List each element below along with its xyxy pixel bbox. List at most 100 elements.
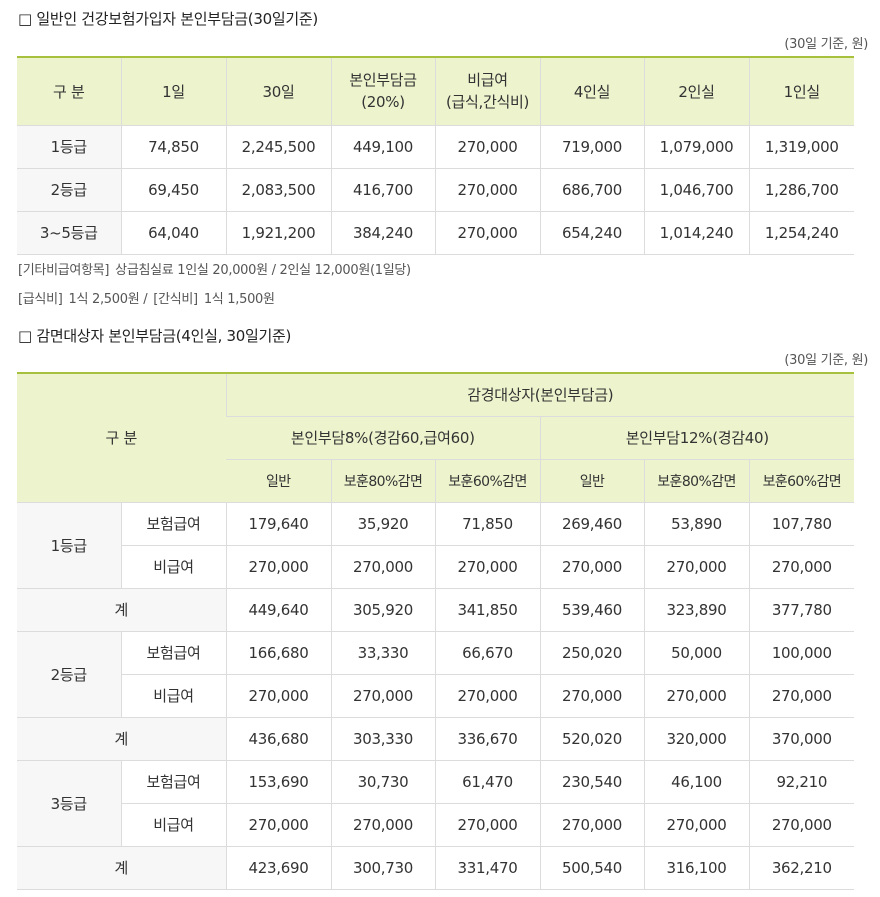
header-col: 보훈60%감면 bbox=[434, 459, 540, 503]
table-cell: 166,680 bbox=[225, 631, 331, 675]
table-cell: 270,000 bbox=[539, 803, 644, 847]
table-cell: 153,690 bbox=[225, 760, 331, 804]
row-sub-label: 보험급여 bbox=[120, 760, 226, 804]
table-cell: 270,000 bbox=[434, 125, 540, 169]
table-cell: 2,083,500 bbox=[225, 168, 331, 212]
table-cell: 69,450 bbox=[120, 168, 226, 212]
table-cell: 377,780 bbox=[748, 588, 855, 632]
table-cell: 270,000 bbox=[748, 545, 855, 589]
header-col: 보훈60%감면 bbox=[748, 459, 855, 503]
section2-heading: □ 감면대상자 본인부담금(4인실, 30일기준) bbox=[18, 327, 292, 345]
table-cell: 1,319,000 bbox=[748, 125, 854, 169]
table-cell: 61,470 bbox=[434, 760, 540, 804]
table-cell: 2,245,500 bbox=[225, 125, 331, 169]
table-cell: 270,000 bbox=[434, 674, 540, 718]
table-cell: 270,000 bbox=[330, 545, 435, 589]
table-header-row: 구 분 1일 30일 본인부담금 (20%) 비급여 (급식,간식비) 4인실 … bbox=[17, 57, 854, 126]
table-cell: 100,000 bbox=[748, 631, 855, 675]
note-text: 상급침실료 1인실 20,000원 / 2인실 12,000원(1일당) bbox=[115, 263, 411, 278]
header-1bed: 1인실 bbox=[748, 57, 854, 126]
table-cell: 270,000 bbox=[330, 803, 435, 847]
table-cell: 71,850 bbox=[434, 502, 540, 546]
header-copay: 본인부담금 (20%) bbox=[330, 57, 435, 126]
table-cell: 336,670 bbox=[434, 717, 540, 761]
table-cell: 1,046,700 bbox=[643, 168, 749, 212]
table-cell: 64,040 bbox=[120, 211, 226, 255]
note-text: 1식 2,500원 / bbox=[68, 292, 148, 307]
table-cell: 270,000 bbox=[434, 211, 540, 255]
header-copay-8: 본인부담8%(경감60,급여60) bbox=[226, 416, 540, 460]
table-cell: 500,540 bbox=[539, 846, 644, 890]
table-cell: 520,020 bbox=[539, 717, 644, 761]
section1-heading: □ 일반인 건강보험가입자 본인부담금(30일기준) bbox=[18, 10, 318, 28]
row-sub-label: 보험급여 bbox=[120, 502, 226, 546]
header-category: 구 분 bbox=[17, 373, 226, 503]
table-cell: 300,730 bbox=[330, 846, 435, 890]
grade-label: 3등급 bbox=[17, 760, 121, 847]
total-label: 계 bbox=[17, 717, 226, 761]
table-row: 2등급 보험급여 166,680 33,330 66,670 250,020 5… bbox=[17, 631, 855, 718]
table-cell: 449,100 bbox=[330, 125, 435, 169]
table-row: 2등급 69,450 2,083,500 416,700 270,000 686… bbox=[17, 168, 854, 212]
reduced-copay-table: 구 분 감경대상자(본인부담금) 본인부담8%(경감60,급여60) 본인부담1… bbox=[17, 372, 855, 890]
table-cell: 270,000 bbox=[434, 168, 540, 212]
table-cell: 416,700 bbox=[330, 168, 435, 212]
table-cell: 270,000 bbox=[434, 803, 540, 847]
table-cell: 654,240 bbox=[539, 211, 644, 255]
note-label: [기타비급여항목] bbox=[18, 263, 110, 278]
table-cell: 449,640 bbox=[225, 588, 331, 632]
table-row: 비급여 270,000 270,000 270,000 270,000 270,… bbox=[17, 803, 855, 847]
table-cell: 303,330 bbox=[330, 717, 435, 761]
table-cell: 270,000 bbox=[748, 803, 855, 847]
table-cell: 423,690 bbox=[225, 846, 331, 890]
header-noncovered: 비급여 (급식,간식비) bbox=[434, 57, 540, 126]
header-30day: 30일 bbox=[225, 57, 331, 126]
table-total-row: 계 423,690 300,730 331,470 500,540 316,10… bbox=[17, 846, 855, 890]
row-sub-label: 비급여 bbox=[120, 674, 226, 718]
table-cell: 270,000 bbox=[643, 803, 749, 847]
table-cell: 74,850 bbox=[120, 125, 226, 169]
table-cell: 323,890 bbox=[643, 588, 749, 632]
table-cell: 1,286,700 bbox=[748, 168, 854, 212]
table-cell: 305,920 bbox=[330, 588, 435, 632]
grade-label: 1등급 bbox=[17, 502, 121, 589]
total-label: 계 bbox=[17, 588, 226, 632]
note-text: 1식 1,500원 bbox=[203, 292, 275, 307]
table-cell: 270,000 bbox=[330, 674, 435, 718]
table-cell: 230,540 bbox=[539, 760, 644, 804]
header-copay-12: 본인부담12%(경감40) bbox=[539, 416, 855, 460]
section1-unit-label: (30일 기준, 원) bbox=[784, 37, 868, 52]
row-label: 1등급 bbox=[17, 125, 121, 169]
table-cell: 30,730 bbox=[330, 760, 435, 804]
general-copay-table: 구 분 1일 30일 본인부담금 (20%) 비급여 (급식,간식비) 4인실 … bbox=[17, 56, 854, 255]
table-row: 비급여 270,000 270,000 270,000 270,000 270,… bbox=[17, 674, 855, 718]
table-header-row: 본인부담8%(경감60,급여60) 본인부담12%(경감40) bbox=[17, 416, 855, 460]
row-label: 2등급 bbox=[17, 168, 121, 212]
table-cell: 107,780 bbox=[748, 502, 855, 546]
table-total-row: 계 449,640 305,920 341,850 539,460 323,89… bbox=[17, 588, 855, 632]
table-cell: 316,100 bbox=[643, 846, 749, 890]
table-cell: 270,000 bbox=[643, 545, 749, 589]
table-row: 비급여 270,000 270,000 270,000 270,000 270,… bbox=[17, 545, 855, 589]
table-row: 3~5등급 64,040 1,921,200 384,240 270,000 6… bbox=[17, 211, 854, 255]
table-row: 1등급 보험급여 179,640 35,920 71,850 269,460 5… bbox=[17, 502, 855, 589]
table-cell: 270,000 bbox=[748, 674, 855, 718]
grade-label: 2등급 bbox=[17, 631, 121, 718]
table-cell: 66,670 bbox=[434, 631, 540, 675]
table-cell: 50,000 bbox=[643, 631, 749, 675]
table-cell: 719,000 bbox=[539, 125, 644, 169]
table-cell: 1,921,200 bbox=[225, 211, 331, 255]
note-label: [급식비] bbox=[18, 292, 63, 307]
table-cell: 179,640 bbox=[225, 502, 331, 546]
table-cell: 270,000 bbox=[434, 545, 540, 589]
table-cell: 269,460 bbox=[539, 502, 644, 546]
table-cell: 270,000 bbox=[225, 674, 331, 718]
table-cell: 384,240 bbox=[330, 211, 435, 255]
table-cell: 436,680 bbox=[225, 717, 331, 761]
table-header-row: 일반 보훈80%감면 보훈60%감면 일반 보훈80%감면 보훈60%감면 bbox=[17, 459, 855, 503]
header-col: 보훈80%감면 bbox=[643, 459, 749, 503]
total-label: 계 bbox=[17, 846, 226, 890]
table-total-row: 계 436,680 303,330 336,670 520,020 320,00… bbox=[17, 717, 855, 761]
header-2bed: 2인실 bbox=[643, 57, 749, 126]
table-cell: 370,000 bbox=[748, 717, 855, 761]
